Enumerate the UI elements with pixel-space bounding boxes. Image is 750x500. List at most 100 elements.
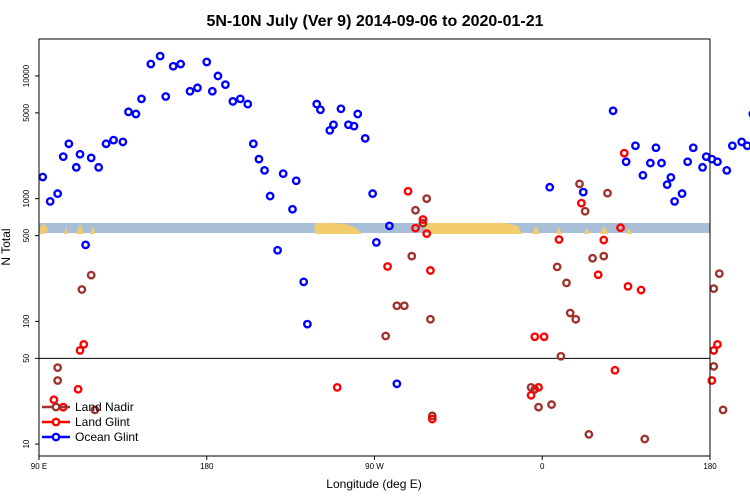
land-glint-point bbox=[73, 384, 83, 394]
land-patch-6 bbox=[532, 226, 540, 234]
land-patch-7 bbox=[556, 227, 562, 234]
land-patch-5 bbox=[420, 223, 522, 234]
ocean-glint-point bbox=[81, 240, 90, 250]
land-patch-4 bbox=[314, 223, 362, 234]
y-tick-label: 100 bbox=[22, 314, 31, 328]
ocean-glint-point bbox=[608, 106, 618, 116]
ocean-glint-point bbox=[302, 319, 312, 329]
ocean-glint-point bbox=[185, 86, 195, 96]
land-glint-point bbox=[411, 223, 420, 233]
land-glint-point bbox=[554, 235, 564, 244]
land-nadir-point bbox=[552, 262, 562, 272]
land-glint-point bbox=[526, 390, 536, 400]
land-nadir-point bbox=[640, 434, 650, 444]
ocean-glint-point bbox=[86, 153, 96, 163]
ocean-glint-point bbox=[299, 277, 309, 287]
land-glint-point bbox=[713, 339, 722, 349]
ocean-glint-point bbox=[131, 109, 141, 119]
x-axis-label: Longitude (deg E) bbox=[326, 477, 421, 491]
ocean-glint-point bbox=[94, 162, 104, 172]
land-nadir-point bbox=[599, 251, 609, 261]
ocean-glint-point bbox=[265, 191, 275, 201]
land-glint-point bbox=[422, 229, 432, 239]
land-glint-point bbox=[49, 395, 59, 405]
land-glint-point bbox=[623, 281, 633, 291]
land-nadir-point bbox=[399, 301, 409, 311]
land-glint-point bbox=[707, 376, 717, 385]
land-nadir-point bbox=[584, 429, 594, 439]
ocean-glint-point bbox=[677, 189, 687, 198]
land-patch-1 bbox=[64, 227, 68, 234]
land-nadir-point bbox=[709, 361, 719, 371]
legend-marker-land-glint bbox=[51, 417, 61, 427]
ocean-glint-point bbox=[662, 180, 672, 190]
ocean-glint-point bbox=[202, 57, 212, 67]
ocean-glint-point bbox=[291, 176, 301, 186]
ocean-glint-point bbox=[578, 187, 588, 197]
legend-label-land-nadir: Land Nadir bbox=[75, 400, 134, 414]
land-glint-point bbox=[599, 235, 609, 245]
ocean-glint-point bbox=[360, 133, 370, 143]
y-axis: 10 50 100 500 1000 5000 10000 bbox=[22, 64, 39, 449]
ocean-glint-point bbox=[683, 157, 693, 167]
land-patch-8 bbox=[584, 228, 590, 234]
land-nadir-point bbox=[381, 331, 391, 341]
y-tick-label: 10000 bbox=[22, 64, 31, 87]
ocean-glint-point bbox=[38, 172, 48, 182]
ocean-glint-point bbox=[260, 165, 269, 175]
ocean-glint-point bbox=[392, 379, 402, 389]
land-nadir-point bbox=[418, 218, 428, 228]
ocean-glint-point bbox=[336, 104, 346, 114]
ocean-glint-point bbox=[288, 204, 297, 214]
y-tick-label: 10 bbox=[22, 439, 31, 448]
ocean-glint-point bbox=[325, 125, 335, 135]
ocean-glint-point bbox=[737, 137, 747, 147]
land-glint-point bbox=[403, 186, 413, 196]
land-nadir-point bbox=[571, 314, 581, 324]
land-nadir-point bbox=[407, 251, 417, 261]
y-tick-label: 1000 bbox=[22, 189, 31, 207]
land-glint-point bbox=[418, 215, 428, 224]
y-axis-label: N Total bbox=[0, 228, 13, 265]
ocean-glint-point bbox=[124, 107, 133, 117]
ocean-band bbox=[39, 222, 710, 234]
ocean-glint-point bbox=[713, 157, 722, 167]
ocean-glint-point bbox=[254, 154, 264, 164]
ocean-glint-point bbox=[722, 165, 732, 175]
ocean-glint-point bbox=[638, 170, 648, 180]
x-tick-label: 180 bbox=[703, 462, 717, 471]
ocean-glint-point bbox=[168, 61, 178, 71]
land-nadir-point bbox=[53, 363, 63, 373]
ocean-glint-point bbox=[727, 141, 737, 151]
ocean-glint-point bbox=[312, 99, 322, 109]
land-glint-point bbox=[534, 382, 543, 392]
land-nadir-point bbox=[90, 405, 100, 415]
ocean-glint-point bbox=[349, 121, 359, 131]
ocean-glint-point bbox=[228, 97, 238, 106]
ocean-glint-point bbox=[45, 196, 55, 206]
land-patch-2 bbox=[76, 224, 84, 234]
land-nadir-point bbox=[86, 270, 96, 280]
land-glint-point bbox=[426, 266, 435, 275]
ocean-glint-point bbox=[371, 238, 381, 247]
x-tick-label: 90 W bbox=[365, 462, 384, 471]
ocean-glint-point bbox=[278, 169, 288, 179]
ocean-glint-point bbox=[235, 94, 245, 104]
ocean-glint-point bbox=[193, 83, 202, 93]
land-glint-point bbox=[427, 414, 437, 424]
x-tick-label: 0 bbox=[540, 462, 545, 471]
ocean-glint-point bbox=[207, 86, 217, 96]
land-glint-point bbox=[79, 339, 89, 349]
land-nadir-point bbox=[603, 188, 612, 198]
ocean-glint-point bbox=[137, 94, 146, 104]
ocean-glint-point bbox=[64, 139, 74, 149]
ocean-glint-point bbox=[670, 196, 679, 206]
ocean-glint-point bbox=[155, 51, 165, 61]
ocean-glint-point bbox=[645, 158, 655, 168]
legend-label-land-glint: Land Glint bbox=[75, 415, 130, 429]
ocean-glint-point bbox=[161, 92, 171, 101]
land-nadir-point bbox=[562, 278, 571, 288]
ocean-glint-point bbox=[742, 141, 750, 151]
x-tick-label: 180 bbox=[200, 462, 214, 471]
